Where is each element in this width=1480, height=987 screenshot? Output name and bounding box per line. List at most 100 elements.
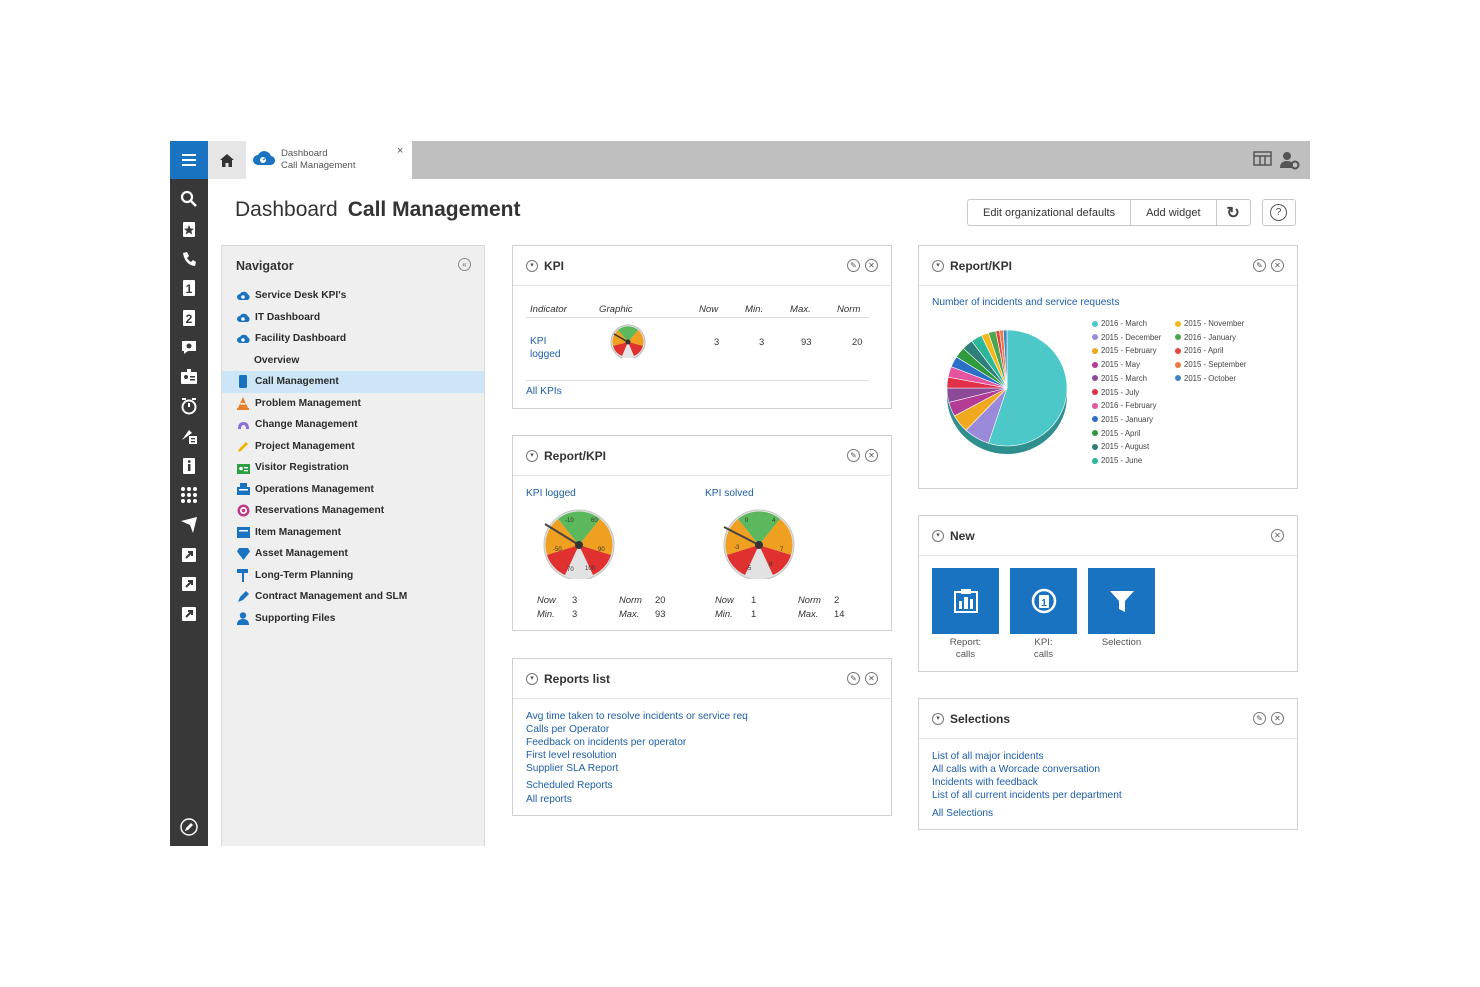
phone-icon[interactable]: [179, 249, 199, 269]
shortcut-icon-3[interactable]: [179, 604, 199, 624]
selection-link[interactable]: List of all major incidents: [932, 751, 1044, 762]
edit-icon[interactable]: ✎: [1253, 712, 1266, 725]
close-icon[interactable]: ✕: [1271, 529, 1284, 542]
shortcut-icon-1[interactable]: [179, 545, 199, 565]
add-widget-button[interactable]: Add widget: [1131, 199, 1217, 226]
chat-icon[interactable]: [179, 337, 199, 357]
chevron-down-icon[interactable]: ▾: [932, 260, 944, 272]
pie-subtitle[interactable]: Number of incidents and service requests: [932, 297, 1120, 308]
selection-link[interactable]: Incidents with feedback: [932, 777, 1038, 788]
kpi-indicator-line1[interactable]: KPI: [530, 336, 547, 347]
chevron-down-icon[interactable]: ▾: [932, 530, 944, 542]
selection-link[interactable]: List of all current incidents per depart…: [932, 790, 1122, 801]
layout-icon[interactable]: [1253, 151, 1272, 172]
chevron-down-icon[interactable]: ▾: [932, 713, 944, 725]
report-link[interactable]: First level resolution: [526, 750, 617, 761]
report-link[interactable]: Supplier SLA Report: [526, 763, 619, 774]
edit-icon[interactable]: ✎: [847, 449, 860, 462]
search-icon[interactable]: [179, 189, 199, 209]
navigator-item[interactable]: Supporting Files: [222, 608, 484, 630]
kpi-header-max: Max.: [790, 304, 811, 315]
gauge-1-label-5: 70: [567, 567, 574, 573]
report-link[interactable]: Calls per Operator: [526, 724, 610, 735]
navigator-item[interactable]: Change Management: [222, 414, 484, 436]
navigator-item[interactable]: IT Dashboard: [222, 307, 484, 329]
navigator-item[interactable]: Long-Term Planning: [222, 565, 484, 587]
close-icon[interactable]: ✕: [865, 259, 878, 272]
navigator-item[interactable]: Contract Management and SLM: [222, 586, 484, 608]
report-chart-icon: [953, 589, 978, 613]
close-icon[interactable]: ✕: [1271, 712, 1284, 725]
all-kpis-link[interactable]: All KPIs: [526, 386, 562, 397]
kpi-min-value: 3: [759, 336, 765, 347]
new-selection-tile[interactable]: [1088, 568, 1155, 634]
navigator-item[interactable]: Visitor Registration: [222, 457, 484, 479]
all-selections-link[interactable]: All Selections: [932, 808, 994, 819]
new-report-calls-tile[interactable]: [932, 568, 999, 634]
navigator-item[interactable]: Facility Dashboard: [222, 328, 484, 350]
send-icon[interactable]: [179, 515, 199, 535]
report-link[interactable]: Avg time taken to resolve incidents or s…: [526, 711, 748, 722]
edit-organizational-defaults-button[interactable]: Edit organizational defaults: [967, 199, 1132, 226]
number-two-icon[interactable]: 2: [179, 308, 199, 328]
alarm-clock-icon[interactable]: [179, 396, 199, 416]
close-icon[interactable]: ✕: [865, 672, 878, 685]
shortcut-icon-2[interactable]: [179, 574, 199, 594]
edit-icon[interactable]: ✎: [847, 672, 860, 685]
network-icon[interactable]: [179, 485, 199, 505]
legend-item: 2015 - August: [1092, 442, 1149, 451]
legend-label: 2015 - July: [1101, 387, 1140, 397]
legend-item: 2015 - January: [1092, 415, 1153, 424]
navigator-item[interactable]: Asset Management: [222, 543, 484, 565]
info-icon[interactable]: [179, 456, 199, 476]
hamburger-menu-button[interactable]: [170, 141, 208, 179]
kpi-indicator-line2[interactable]: logged: [530, 349, 561, 360]
all-reports-link[interactable]: All reports: [526, 794, 572, 805]
chevron-down-icon[interactable]: ▾: [526, 450, 538, 462]
navigator-item[interactable]: Overview: [222, 350, 484, 372]
report-kpi-pie-header: ▾ Report/KPI ✎ ✕: [919, 246, 1297, 286]
navigator-item[interactable]: Reservations Management: [222, 500, 484, 522]
close-icon[interactable]: ✕: [1271, 259, 1284, 272]
navigator-item-label: Overview: [254, 354, 300, 366]
id-card-icon[interactable]: [179, 367, 199, 387]
chevron-down-icon[interactable]: ▾: [526, 260, 538, 272]
rocket-list-icon[interactable]: [179, 426, 199, 446]
kpi-norm-value: 20: [852, 336, 863, 347]
legend-swatch: [1092, 389, 1098, 395]
gauge-2-title[interactable]: KPI solved: [705, 488, 754, 499]
paint-roller-icon: [236, 568, 250, 582]
navigator-item[interactable]: Problem Management: [222, 393, 484, 415]
collapse-icon[interactable]: «: [458, 258, 471, 271]
help-button[interactable]: ?: [1261, 199, 1296, 226]
selection-link[interactable]: All calls with a Worcade conversation: [932, 764, 1100, 775]
navigator-item-label: Call Management: [255, 376, 339, 388]
report-link[interactable]: Feedback on incidents per operator: [526, 737, 687, 748]
refresh-button[interactable]: ↻: [1216, 199, 1251, 226]
gauge-1-title[interactable]: KPI logged: [526, 488, 576, 499]
scheduled-reports-link[interactable]: Scheduled Reports: [526, 780, 613, 791]
chevron-down-icon[interactable]: ▾: [526, 673, 538, 685]
legend-swatch: [1175, 347, 1181, 354]
edit-circle-icon[interactable]: [179, 817, 199, 837]
new-kpi-calls-tile[interactable]: 1: [1010, 568, 1077, 634]
close-icon[interactable]: ✕: [865, 449, 878, 462]
navigator-item[interactable]: Item Management: [222, 522, 484, 544]
navigator-item[interactable]: Service Desk KPI's: [222, 285, 484, 307]
tab-close-button[interactable]: ×: [397, 145, 404, 157]
edit-icon[interactable]: ✎: [847, 259, 860, 272]
navigator-item[interactable]: Call Management: [222, 371, 484, 393]
user-settings-icon[interactable]: [1280, 151, 1300, 175]
navigator-item-label: Visitor Registration: [255, 462, 349, 474]
tab-dashboard-call-management[interactable]: Dashboard Call Management ×: [246, 141, 412, 179]
number-one-icon[interactable]: 1: [179, 278, 199, 298]
pie-slice[interactable]: [988, 329, 1068, 447]
edit-icon[interactable]: ✎: [1253, 259, 1266, 272]
favorites-icon[interactable]: [179, 219, 199, 239]
pen-icon: [236, 590, 250, 604]
report-kpi-pie-widget: ▾ Report/KPI ✎ ✕ Number of incidents and…: [918, 245, 1298, 489]
navigator-item[interactable]: Operations Management: [222, 479, 484, 501]
home-button[interactable]: [208, 141, 246, 179]
navigator-item[interactable]: Project Management: [222, 436, 484, 458]
pie-slice[interactable]: [1002, 329, 1008, 389]
